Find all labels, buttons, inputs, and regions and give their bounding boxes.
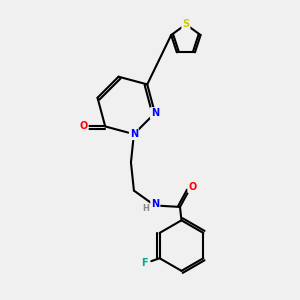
Text: N: N [151,199,159,209]
Text: O: O [188,182,196,192]
Text: S: S [182,20,189,29]
Text: H: H [142,204,148,213]
Text: N: N [151,108,159,118]
Text: O: O [80,122,88,131]
Text: F: F [141,258,148,268]
Text: N: N [130,129,138,139]
